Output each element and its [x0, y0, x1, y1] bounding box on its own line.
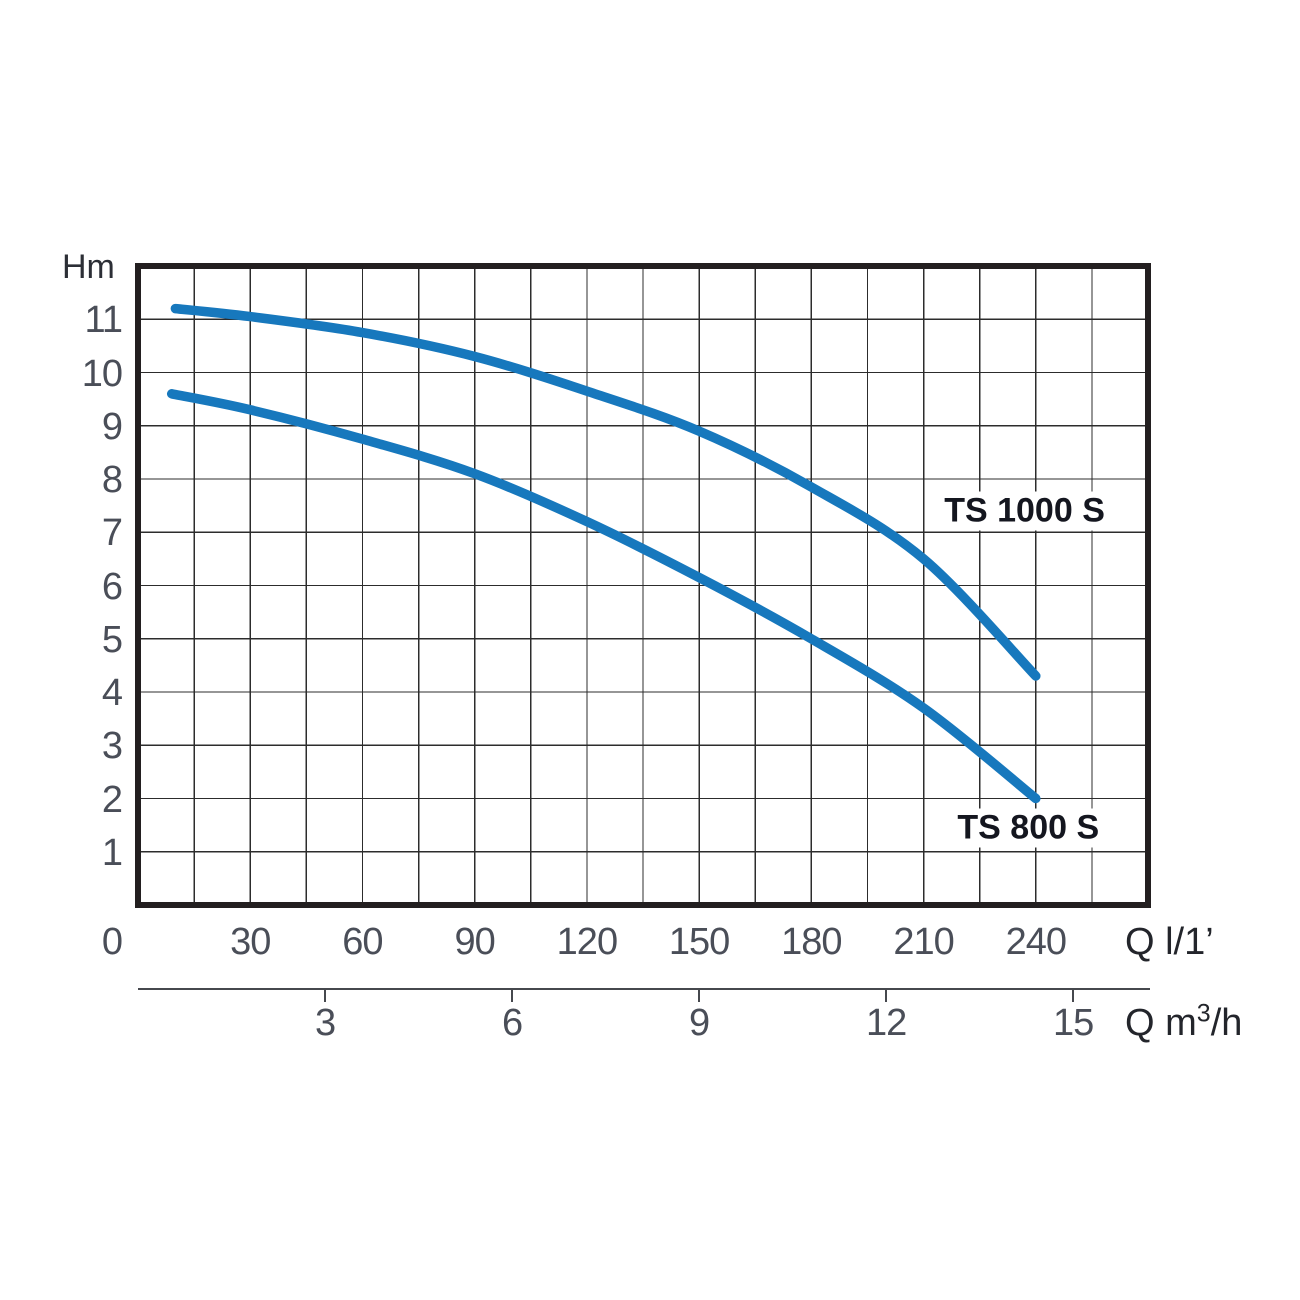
x-tick-label: 30	[230, 921, 271, 963]
y-tick-label: 11	[84, 299, 123, 342]
x-tick-label: 180	[781, 921, 842, 963]
y-tick-label: 9	[101, 405, 123, 448]
secondary-tick-label: 9	[689, 1002, 710, 1044]
secondary-axis-tick	[324, 988, 327, 1002]
x-tick-label: 0	[101, 921, 123, 963]
curve-label-ts-1000-s: TS 1000 S	[938, 491, 1111, 531]
secondary-tick-label: 15	[1053, 1002, 1094, 1044]
curve-label-ts-800-s: TS 800 S	[951, 808, 1106, 848]
x-axis-secondary-unit-label: Q m3/h	[1125, 1000, 1242, 1046]
x-axis-primary-unit-label: Q l/1’	[1125, 921, 1214, 963]
y-tick-label: 7	[101, 512, 123, 555]
y-tick-label: 8	[101, 459, 123, 501]
chart-canvas	[135, 263, 1151, 908]
secondary-tick-label: 12	[866, 1002, 907, 1044]
pump-curve-ts-800-s	[166, 389, 1041, 804]
pump-curve-ts-1000-s	[170, 303, 1041, 681]
flow-m3h-suffix: /h	[1210, 1002, 1243, 1044]
x-tick-label: 150	[668, 921, 730, 963]
x-tick-label: 210	[893, 921, 954, 963]
y-tick-label: 2	[101, 778, 123, 821]
x-tick-label: 60	[342, 921, 383, 963]
secondary-tick-label: 6	[501, 1002, 523, 1044]
y-axis-unit-label: Hm	[62, 248, 115, 286]
secondary-tick-label: 3	[314, 1002, 336, 1044]
y-tick-label: 5	[101, 618, 123, 661]
y-tick-label: 4	[101, 672, 123, 714]
x-tick-label: 120	[556, 921, 618, 963]
secondary-axis-tick	[511, 988, 514, 1002]
x-tick-label: 90	[454, 921, 496, 963]
flow-m3h-prefix: Q m	[1125, 1002, 1197, 1044]
y-tick-label: 1	[101, 831, 123, 874]
secondary-axis-tick	[698, 988, 701, 1002]
y-tick-label: 6	[101, 565, 123, 608]
secondary-axis-tick	[1072, 988, 1075, 1002]
flow-m3h-superscript: 3	[1196, 999, 1211, 1028]
x-tick-label: 240	[1005, 921, 1067, 963]
secondary-axis-tick	[885, 988, 888, 1002]
secondary-axis-line	[138, 988, 1150, 990]
y-tick-label: 10	[81, 352, 123, 395]
plot-border	[135, 263, 1151, 908]
y-tick-label: 3	[101, 725, 123, 768]
